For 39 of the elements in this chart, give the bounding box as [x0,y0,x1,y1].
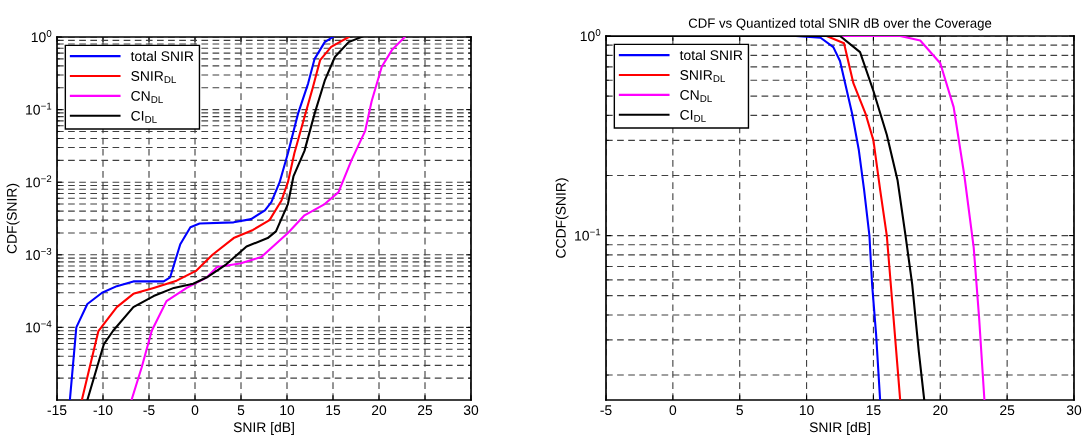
legend-label: SNIR$_{DL}$ [680,70,726,83]
y-axis-title: CDF(SNIR) [6,183,20,254]
x-tick-label: 25 [417,405,433,416]
line-series [130,37,406,400]
x-tick-label: 5 [736,405,743,416]
chart-title: CDF vs Quantized total SNIR dB over the Coverage [688,18,992,31]
x-tick-label: -5 [143,405,155,416]
y-tick-label: 10$^{0}$ [580,29,601,42]
legend-label: CN$_{DL}$ [680,90,712,102]
x-tick-label: 25 [1000,405,1015,416]
legend-label: CI$_{DL}$ [680,109,706,122]
legend-label: total SNIR [679,49,743,61]
x-axis-title: SNIR [dB] [809,421,870,435]
y-tick-label: 10$^{0}$ [31,30,52,43]
x-axis-title: SNIR [dB] [233,421,294,435]
y-tick-label: 10$^{−2}$ [26,175,52,188]
y-tick-label: 10$^{−1}$ [26,102,52,115]
x-tick-label: 15 [866,405,881,416]
legend-label: CN$_{DL}$ [131,91,163,103]
legend-label: CI$_{DL}$ [131,110,157,123]
legend-label: SNIR$_{DL}$ [131,71,177,84]
x-tick-label: 15 [326,405,341,416]
x-tick-label: 20 [933,405,948,416]
x-tick-label: 0 [191,405,199,416]
x-tick-label: 5 [237,405,245,416]
x-tick-label: -15 [47,405,67,416]
legend-label: total SNIR [130,50,194,62]
x-tick-label: 30 [1066,405,1082,416]
x-tick-label: 0 [669,405,677,416]
x-tick-label: 10 [280,405,295,416]
x-tick-label: 30 [463,405,479,416]
y-axis-title: CCDF(SNIR) [555,178,569,258]
x-tick-label: 10 [799,405,814,416]
x-tick-label: -5 [600,405,612,416]
y-tick-label: 10$^{−4}$ [26,320,52,333]
x-tick-label: 20 [371,405,387,416]
y-tick-label: 10$^{−1}$ [575,228,601,241]
x-tick-label: -10 [93,405,113,416]
y-tick-label: 10$^{−3}$ [26,247,52,260]
